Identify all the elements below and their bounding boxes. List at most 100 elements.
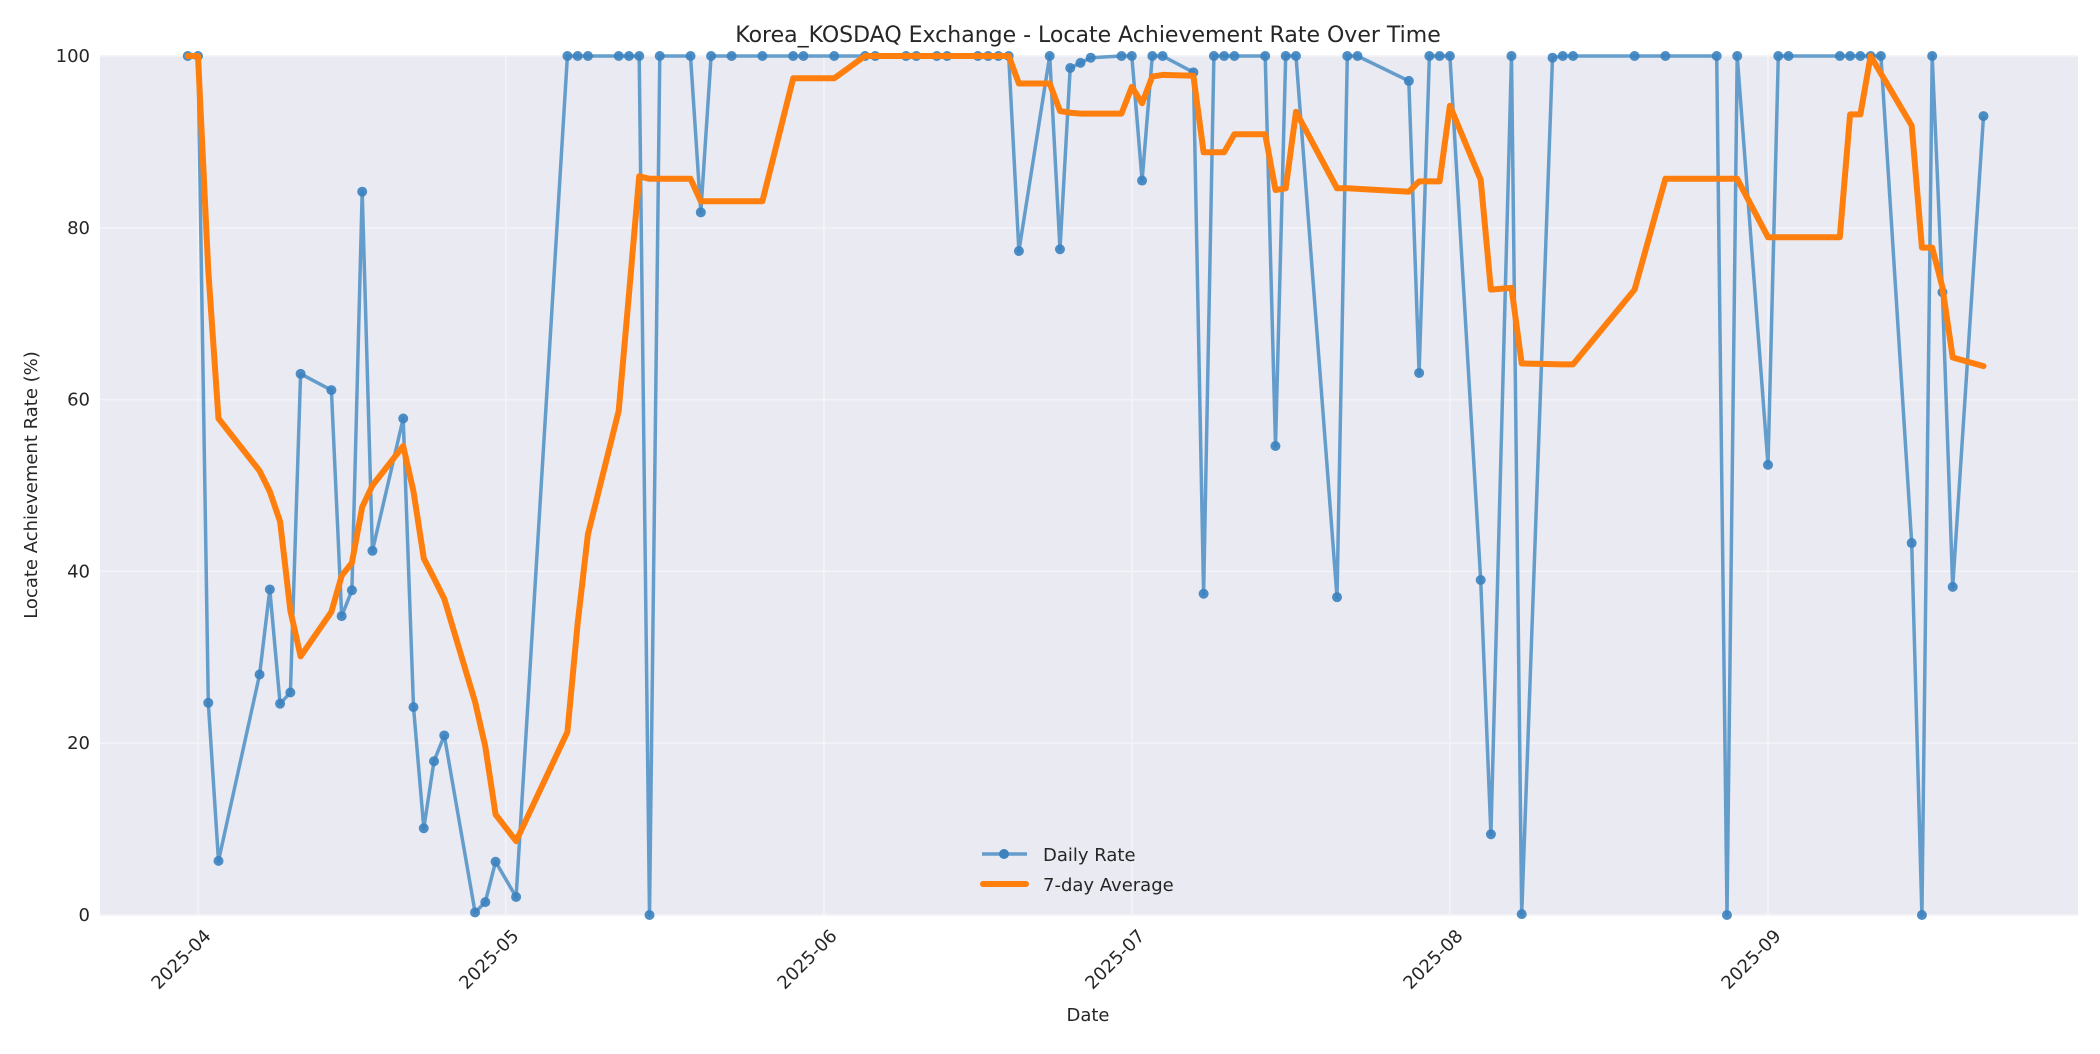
daily-rate-marker [275, 698, 286, 709]
daily-rate-marker [1927, 51, 1938, 61]
daily-rate-legend-marker-icon [999, 849, 1009, 859]
seven-day-average-line [184, 53, 1987, 845]
x-tick-label: 2025-08 [1399, 926, 1467, 994]
daily-rate-marker [623, 51, 634, 61]
y-tick-label: 40 [67, 561, 90, 582]
daily-rate-marker [1137, 175, 1148, 186]
daily-rate-marker [1629, 51, 1640, 61]
daily-rate-series [182, 51, 1989, 920]
daily-rate-marker [1085, 52, 1096, 63]
x-tick-label: 2025-06 [773, 926, 841, 994]
daily-rate-marker [470, 907, 481, 918]
daily-rate-marker [1516, 909, 1527, 920]
daily-rate-marker [1332, 592, 1343, 603]
x-tick-label: 2025-07 [1081, 926, 1149, 994]
daily-rate-marker [1147, 51, 1158, 61]
daily-rate-marker [1906, 538, 1917, 549]
daily-rate-marker [613, 51, 624, 61]
daily-rate-marker [562, 51, 573, 61]
daily-rate-marker [1229, 51, 1240, 61]
daily-rate-marker [285, 687, 296, 698]
daily-rate-marker [1783, 51, 1794, 61]
daily-rate-marker [1434, 51, 1445, 61]
x-tick-label: 2025-05 [455, 926, 523, 994]
daily-rate-marker [1352, 51, 1363, 61]
daily-rate-marker [1260, 51, 1271, 61]
daily-rate-marker [1424, 51, 1435, 61]
daily-rate-marker [346, 585, 357, 596]
daily-rate-marker [1044, 51, 1055, 61]
chart-title: Korea_KOSDAQ Exchange - Locate Achieveme… [735, 23, 1441, 48]
daily-rate-marker [634, 51, 645, 61]
daily-rate-marker [1013, 245, 1024, 256]
y-tick-label: 80 [67, 218, 90, 239]
daily-rate-marker [798, 51, 809, 61]
daily-rate-marker [654, 51, 665, 61]
daily-rate-marker [1116, 51, 1127, 61]
daily-rate-marker [572, 51, 583, 61]
daily-rate-marker [757, 51, 768, 61]
daily-rate-marker [1403, 75, 1414, 86]
daily-rate-marker [398, 413, 409, 424]
daily-rate-marker [418, 823, 429, 834]
plot-area [100, 56, 2078, 915]
daily-rate-marker [1065, 63, 1076, 74]
daily-rate-marker [254, 669, 265, 680]
daily-rate-marker [1557, 51, 1568, 61]
x-tick-label: 2025-04 [147, 926, 215, 994]
legend-average-label: 7-day Average [1043, 875, 1174, 896]
daily-rate-marker [1732, 51, 1743, 61]
daily-rate-marker [1157, 51, 1168, 61]
y-tick-label: 100 [56, 46, 90, 67]
daily-rate-marker [1475, 574, 1486, 585]
y-tick-label: 60 [67, 390, 90, 411]
daily-rate-marker [408, 702, 419, 713]
daily-rate-marker [1208, 51, 1219, 61]
daily-rate-marker [1845, 51, 1856, 61]
daily-rate-marker [1763, 459, 1773, 470]
daily-rate-marker [1916, 910, 1927, 920]
daily-rate-marker [264, 584, 275, 595]
legend-daily-rate-label: Daily Rate [1043, 845, 1136, 866]
daily-rate-marker [439, 730, 450, 741]
x-tick-label: 2025-09 [1717, 926, 1785, 994]
daily-rate-marker [1506, 51, 1517, 61]
daily-rate-marker [480, 897, 491, 908]
daily-rate-marker [1444, 51, 1455, 61]
daily-rate-marker [1855, 51, 1866, 61]
daily-rate-marker [203, 697, 214, 708]
daily-rate-marker [685, 51, 696, 61]
daily-rate-marker [1834, 51, 1845, 61]
daily-rate-marker [788, 51, 799, 61]
daily-rate-marker [1711, 51, 1722, 61]
x-axis-label: Date [1066, 1005, 1109, 1026]
daily-rate-marker [213, 855, 224, 866]
daily-rate-marker [429, 756, 440, 767]
daily-rate-marker [1721, 910, 1732, 920]
y-axis-ticks: 0 20 40 60 80 100 [56, 46, 90, 926]
daily-rate-marker [1547, 52, 1558, 63]
daily-rate-marker [1219, 51, 1230, 61]
legend: Daily Rate 7-day Average [980, 845, 1174, 896]
daily-rate-marker [1126, 51, 1137, 61]
daily-rate-marker [1978, 111, 1989, 122]
y-tick-label: 0 [79, 905, 90, 926]
daily-rate-marker [1485, 829, 1496, 840]
daily-rate-marker [644, 910, 655, 920]
daily-rate-marker [1290, 51, 1301, 61]
y-axis-label: Locate Achievement Rate (%) [21, 351, 42, 619]
daily-rate-marker [1198, 588, 1209, 599]
daily-rate-marker [336, 611, 347, 622]
daily-rate-marker [1660, 51, 1671, 61]
y-tick-label: 20 [67, 733, 90, 754]
daily-rate-marker [1568, 51, 1579, 61]
daily-rate-marker [295, 368, 306, 379]
daily-rate-marker [695, 207, 706, 218]
daily-rate-marker [1280, 51, 1291, 61]
daily-rate-marker [1075, 57, 1086, 68]
daily-rate-marker [1054, 244, 1065, 255]
daily-rate-marker [1342, 51, 1353, 61]
daily-rate-marker [326, 385, 337, 396]
daily-rate-marker [726, 51, 737, 61]
